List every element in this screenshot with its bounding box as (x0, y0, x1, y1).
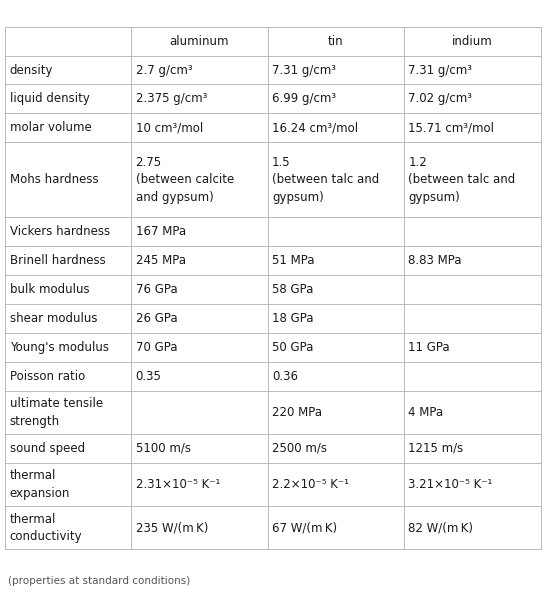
Text: 2.75
(between calcite
and gypsum): 2.75 (between calcite and gypsum) (135, 156, 234, 204)
Text: ultimate tensile
strength: ultimate tensile strength (10, 397, 103, 428)
Text: 18 GPa: 18 GPa (272, 312, 313, 325)
Text: (properties at standard conditions): (properties at standard conditions) (8, 576, 191, 586)
Text: 7.31 g/cm³: 7.31 g/cm³ (272, 64, 336, 77)
Text: 4 MPa: 4 MPa (408, 406, 443, 419)
Text: 70 GPa: 70 GPa (135, 341, 177, 354)
Text: bulk modulus: bulk modulus (10, 283, 90, 296)
Text: 1.2
(between talc and
gypsum): 1.2 (between talc and gypsum) (408, 156, 516, 204)
Text: 2500 m/s: 2500 m/s (272, 442, 327, 455)
Text: thermal
conductivity: thermal conductivity (10, 513, 82, 543)
Text: 51 MPa: 51 MPa (272, 254, 314, 267)
Text: 1.5
(between talc and
gypsum): 1.5 (between talc and gypsum) (272, 156, 379, 204)
Text: 3.21×10⁻⁵ K⁻¹: 3.21×10⁻⁵ K⁻¹ (408, 478, 493, 491)
Text: Brinell hardness: Brinell hardness (10, 254, 105, 267)
Text: 15.71 cm³/mol: 15.71 cm³/mol (408, 121, 495, 134)
Text: 2.31×10⁻⁵ K⁻¹: 2.31×10⁻⁵ K⁻¹ (135, 478, 220, 491)
Text: shear modulus: shear modulus (10, 312, 97, 325)
Text: 1215 m/s: 1215 m/s (408, 442, 464, 455)
Text: 82 W/(m K): 82 W/(m K) (408, 522, 473, 534)
Text: thermal
expansion: thermal expansion (10, 469, 70, 500)
Text: 67 W/(m K): 67 W/(m K) (272, 522, 337, 534)
Text: Young's modulus: Young's modulus (10, 341, 109, 354)
Text: density: density (10, 64, 54, 77)
Text: sound speed: sound speed (10, 442, 85, 455)
Text: Mohs hardness: Mohs hardness (10, 173, 98, 187)
Text: 50 GPa: 50 GPa (272, 341, 313, 354)
Text: 16.24 cm³/mol: 16.24 cm³/mol (272, 121, 358, 134)
Text: 7.02 g/cm³: 7.02 g/cm³ (408, 93, 472, 105)
Text: 2.2×10⁻⁵ K⁻¹: 2.2×10⁻⁵ K⁻¹ (272, 478, 349, 491)
Text: 11 GPa: 11 GPa (408, 341, 450, 354)
Text: molar volume: molar volume (10, 121, 92, 134)
Text: 0.36: 0.36 (272, 369, 298, 383)
Text: 10 cm³/mol: 10 cm³/mol (135, 121, 203, 134)
Text: aluminum: aluminum (170, 34, 229, 48)
Text: Poisson ratio: Poisson ratio (10, 369, 85, 383)
Text: 5100 m/s: 5100 m/s (135, 442, 191, 455)
Text: indium: indium (452, 34, 492, 48)
Text: 2.375 g/cm³: 2.375 g/cm³ (135, 93, 207, 105)
Text: 8.83 MPa: 8.83 MPa (408, 254, 462, 267)
Text: 2.7 g/cm³: 2.7 g/cm³ (135, 64, 192, 77)
Text: 245 MPa: 245 MPa (135, 254, 186, 267)
Text: 167 MPa: 167 MPa (135, 225, 186, 238)
Text: 58 GPa: 58 GPa (272, 283, 313, 296)
Text: 0.35: 0.35 (135, 369, 162, 383)
Text: 6.99 g/cm³: 6.99 g/cm³ (272, 93, 336, 105)
Text: 235 W/(m K): 235 W/(m K) (135, 522, 208, 534)
Text: tin: tin (328, 34, 343, 48)
Text: 7.31 g/cm³: 7.31 g/cm³ (408, 64, 472, 77)
Text: 220 MPa: 220 MPa (272, 406, 322, 419)
Text: 26 GPa: 26 GPa (135, 312, 177, 325)
Text: 76 GPa: 76 GPa (135, 283, 177, 296)
Text: liquid density: liquid density (10, 93, 90, 105)
Text: Vickers hardness: Vickers hardness (10, 225, 110, 238)
